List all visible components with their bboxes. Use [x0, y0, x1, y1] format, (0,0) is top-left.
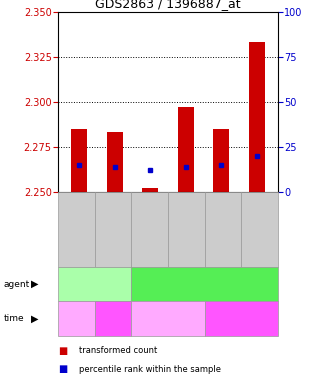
Text: GSM205149: GSM205149: [182, 206, 191, 253]
Text: ■: ■: [58, 364, 67, 374]
Text: percentile rank within the sample: percentile rank within the sample: [79, 365, 221, 374]
Text: GSM205152: GSM205152: [255, 206, 264, 253]
Text: ▶: ▶: [31, 314, 38, 324]
Text: transformed count: transformed count: [79, 346, 158, 355]
Text: ▶: ▶: [31, 279, 38, 289]
Bar: [178, 107, 194, 192]
Text: 6 h: 6 h: [160, 314, 176, 324]
Text: agent: agent: [3, 280, 29, 289]
Bar: [71, 129, 87, 192]
Text: control: control: [78, 279, 112, 289]
Bar: [142, 189, 158, 192]
Text: GSM205150: GSM205150: [109, 206, 118, 253]
Text: GSM205151: GSM205151: [218, 206, 227, 253]
Text: time: time: [3, 314, 24, 323]
Bar: [213, 129, 229, 192]
Text: ■: ■: [58, 346, 67, 356]
Text: 24 h: 24 h: [230, 314, 252, 324]
Bar: [249, 42, 265, 192]
Title: GDS2863 / 1396887_at: GDS2863 / 1396887_at: [95, 0, 241, 10]
Text: GSM205147: GSM205147: [72, 206, 81, 253]
Bar: [107, 132, 123, 192]
Text: GSM205148: GSM205148: [145, 206, 154, 253]
Text: tienilic acid: tienilic acid: [177, 279, 233, 289]
Text: 6 h: 6 h: [69, 314, 84, 324]
Text: 24 h: 24 h: [102, 314, 124, 324]
